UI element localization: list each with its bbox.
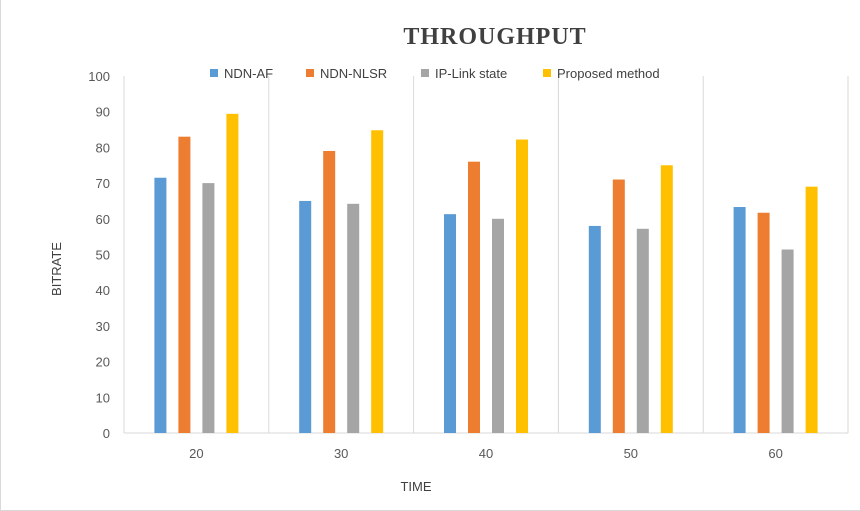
- bar: [805, 186, 818, 433]
- y-tick-label: 40: [96, 283, 110, 298]
- x-tick-label: 40: [479, 446, 493, 461]
- bar: [323, 150, 336, 433]
- legend-label: NDN-AF: [224, 66, 273, 81]
- bar: [154, 177, 167, 433]
- bar: [492, 218, 504, 433]
- y-tick-label: 10: [96, 390, 110, 405]
- bar: [299, 200, 312, 433]
- x-axis-ticks: 20 30 40 50 60: [189, 446, 783, 461]
- bar: [612, 179, 625, 433]
- bar: [444, 214, 456, 433]
- y-tick-label: 100: [88, 69, 110, 84]
- y-axis-ticks: 0 10 20 30 40 50 60 70 80 90 100: [88, 69, 110, 441]
- y-tick-label: 70: [96, 176, 110, 191]
- y-tick-label: 90: [96, 105, 110, 120]
- legend-swatch: [306, 69, 314, 77]
- gridlines: [123, 76, 849, 434]
- x-tick-label: 20: [189, 446, 203, 461]
- y-tick-label: 30: [96, 319, 110, 334]
- legend-label: IP-Link state: [435, 66, 507, 81]
- bar: [660, 165, 673, 433]
- legend: NDN-AF NDN-NLSR IP-Link state Proposed meth…: [210, 66, 660, 81]
- x-axis-title: TIME: [400, 479, 431, 494]
- y-tick-label: 80: [96, 140, 110, 155]
- legend-swatch: [543, 69, 551, 77]
- bar: [636, 228, 649, 433]
- y-tick-label: 20: [96, 355, 110, 370]
- bar: [781, 249, 794, 433]
- y-tick-label: 0: [103, 426, 110, 441]
- legend-label: NDN-NLSR: [320, 66, 387, 81]
- bar: [226, 113, 239, 433]
- bar: [178, 136, 191, 433]
- bar: [516, 139, 528, 433]
- legend-label: Proposed method: [557, 66, 660, 81]
- bar: [588, 225, 601, 433]
- bar: [757, 212, 770, 433]
- legend-swatch: [421, 69, 429, 77]
- legend-swatch: [210, 69, 218, 77]
- y-axis-title: BITRATE: [49, 242, 64, 296]
- bar: [202, 183, 215, 433]
- bar: [468, 161, 480, 433]
- bar: [371, 130, 384, 433]
- bar: [733, 207, 746, 433]
- x-tick-label: 50: [624, 446, 638, 461]
- x-tick-label: 30: [334, 446, 348, 461]
- x-tick-label: 60: [768, 446, 782, 461]
- y-tick-label: 60: [96, 212, 110, 227]
- bars: [154, 113, 818, 433]
- y-tick-label: 50: [96, 248, 110, 263]
- bar: [347, 203, 360, 433]
- chart-title: THROUGHPUT: [403, 24, 586, 50]
